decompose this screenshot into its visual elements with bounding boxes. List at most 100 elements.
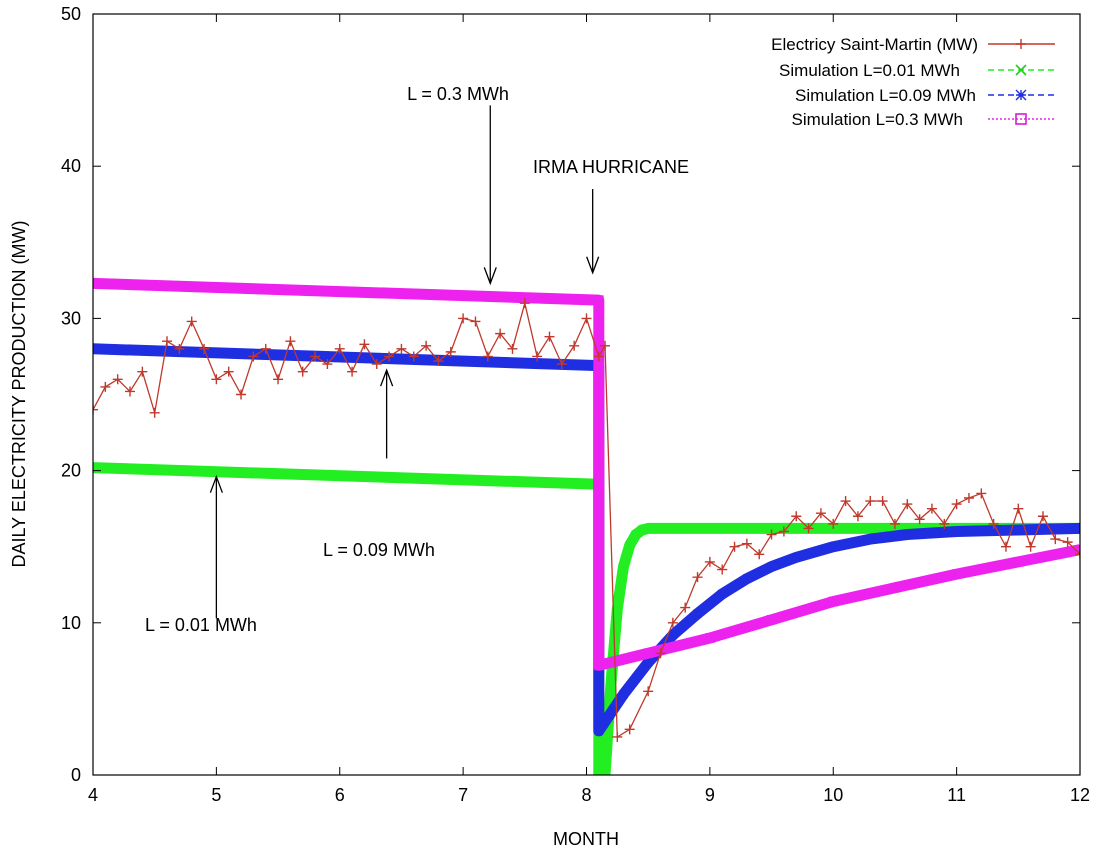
data-point — [988, 518, 999, 529]
data-point — [828, 596, 839, 607]
data-point — [828, 542, 838, 552]
data-point — [643, 648, 653, 659]
data-point — [297, 366, 308, 377]
data-point — [236, 389, 247, 400]
data-point — [865, 534, 875, 544]
data-point — [211, 374, 222, 385]
x-tick-label: 7 — [458, 785, 468, 805]
data-point — [1013, 503, 1024, 514]
data-point — [618, 561, 629, 572]
data-point — [951, 569, 962, 579]
data-point — [334, 343, 345, 354]
data-point — [612, 731, 623, 742]
data-point — [593, 351, 604, 362]
legend-label: Simulation L=0.01 MWh — [779, 61, 960, 80]
x-axis-label: MONTH — [553, 829, 619, 849]
series-electricy-saint-martin-mw — [93, 298, 1080, 742]
legend-marker-icon — [1016, 39, 1026, 49]
data-point — [643, 657, 653, 667]
legend-label: Simulation L=0.3 MWh — [792, 110, 964, 129]
data-point — [137, 366, 148, 377]
arrow-head-icon — [209, 474, 223, 493]
data-point — [100, 381, 111, 392]
annotation-label: L = 0.01 MWh — [145, 615, 257, 635]
data-point — [631, 529, 641, 540]
x-tick-label: 4 — [88, 785, 98, 805]
data-point — [655, 523, 666, 534]
data-point — [680, 523, 690, 534]
data-point — [692, 572, 703, 583]
data-point — [939, 518, 950, 529]
x-tick-label: 11 — [947, 785, 966, 805]
data-point — [754, 549, 765, 560]
data-point — [889, 518, 900, 529]
annotation-l-0-3-mwh: L = 0.3 MWh — [407, 84, 509, 286]
series-simulation-l-0-09-mwh — [93, 343, 1080, 737]
x-tick-label: 5 — [211, 785, 221, 805]
data-point — [371, 359, 382, 370]
data-point — [963, 492, 974, 503]
series-simulation-l-0-3-mwh — [93, 277, 1080, 671]
data-point — [606, 676, 616, 686]
data-point — [951, 499, 962, 510]
data-point — [594, 295, 604, 305]
data-point — [396, 343, 407, 354]
data-point — [174, 343, 185, 354]
data-point — [815, 508, 826, 519]
data-point — [976, 488, 987, 499]
data-point — [581, 313, 592, 324]
data-point — [791, 552, 801, 562]
data-point — [1013, 557, 1024, 567]
data-point — [273, 374, 284, 385]
data-point — [594, 660, 604, 671]
data-point — [729, 541, 740, 552]
data-point — [890, 582, 900, 593]
data-point — [865, 496, 876, 507]
data-point — [705, 523, 715, 534]
data-point — [322, 359, 333, 370]
data-point — [619, 689, 629, 699]
series-line — [93, 343, 1080, 737]
data-point — [655, 648, 666, 659]
data-point — [680, 602, 691, 613]
data-point — [828, 518, 839, 529]
data-point — [569, 340, 580, 351]
data-point — [791, 511, 802, 522]
data-point — [347, 366, 358, 377]
data-point — [384, 351, 395, 362]
legend-marker-icon — [1015, 89, 1027, 101]
legend-label: Simulation L=0.09 MWh — [795, 86, 976, 105]
data-point — [248, 351, 259, 362]
legend-label: Electricy Saint-Martin (MW) — [771, 35, 978, 54]
data-point — [778, 526, 789, 537]
y-axis-label: DAILY ELECTRICITY PRODUCTION (MW) — [9, 220, 29, 567]
data-point — [556, 359, 567, 370]
data-point — [600, 340, 611, 351]
data-point — [421, 340, 432, 351]
data-point — [93, 404, 98, 415]
data-point — [519, 298, 530, 309]
data-point — [612, 604, 622, 614]
data-point — [285, 336, 296, 347]
data-point — [643, 686, 654, 697]
data-point — [852, 511, 863, 522]
data-point — [260, 343, 271, 354]
y-tick-label: 10 — [61, 613, 81, 633]
data-point — [667, 617, 678, 628]
data-point — [717, 589, 727, 599]
data-point — [544, 331, 555, 342]
annotation-label: L = 0.09 MWh — [323, 540, 435, 560]
data-point — [149, 407, 160, 418]
y-tick-label: 40 — [61, 156, 81, 176]
data-point — [668, 630, 678, 640]
data-point — [902, 530, 912, 540]
data-point — [704, 556, 715, 567]
data-point — [1075, 549, 1080, 560]
y-tick-label: 0 — [71, 765, 81, 785]
data-point — [643, 523, 653, 534]
annotation-l-0-09-mwh: L = 0.09 MWh — [323, 368, 435, 560]
data-point — [766, 529, 777, 540]
data-point — [199, 343, 210, 354]
data-point — [186, 316, 197, 327]
